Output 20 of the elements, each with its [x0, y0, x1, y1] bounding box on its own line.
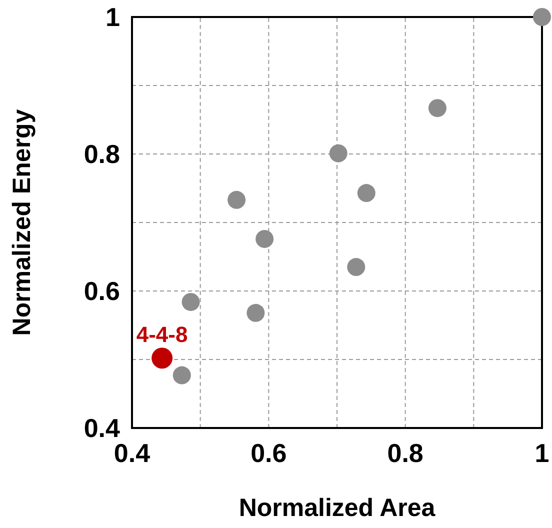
x-axis-title: Normalized Area — [238, 494, 436, 522]
point — [228, 190, 246, 209]
point — [428, 99, 446, 118]
x-tick-label: 0.6 — [250, 438, 287, 468]
y-tick-label: 0.8 — [84, 139, 120, 169]
point — [256, 230, 274, 248]
point — [533, 8, 551, 26]
point — [182, 292, 200, 311]
y-tick-label: 0.6 — [84, 276, 120, 306]
point — [347, 258, 366, 276]
point — [246, 304, 265, 322]
point — [152, 348, 173, 369]
y-axis-title: Normalized Energy — [8, 109, 36, 336]
x-tick-label: 1 — [534, 438, 550, 468]
point — [329, 144, 348, 162]
point — [357, 184, 376, 202]
x-tick-label: 0.8 — [387, 438, 424, 468]
point — [172, 366, 191, 384]
y-tick-label: 1 — [106, 2, 120, 32]
annotation: 4-4-8 — [136, 322, 188, 348]
